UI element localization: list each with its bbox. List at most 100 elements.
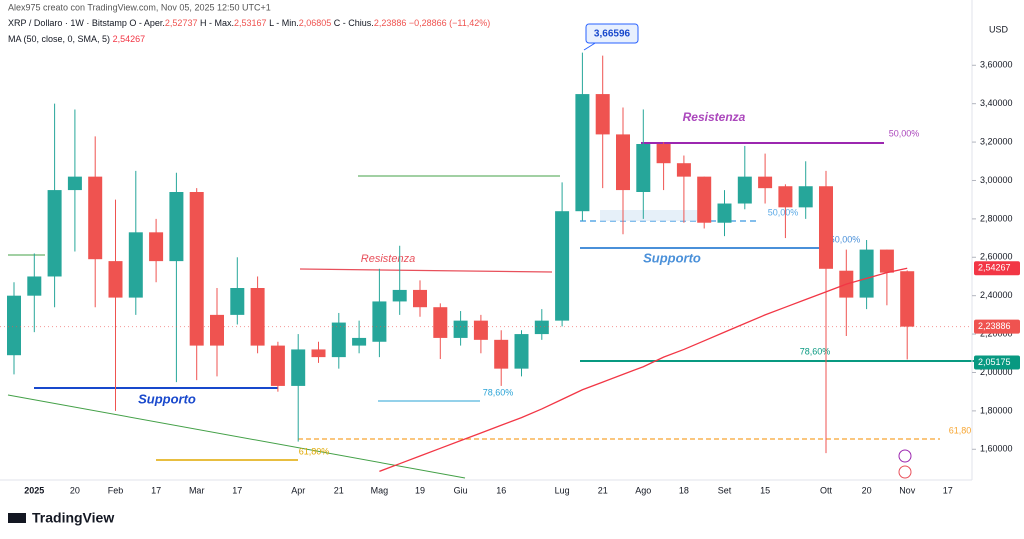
candle-body — [616, 134, 630, 191]
candle-body — [453, 320, 468, 338]
x-tick-label: 17 — [232, 485, 242, 495]
candle-body — [900, 271, 915, 327]
candle-body — [433, 307, 448, 338]
x-tick-label: Apr — [291, 485, 305, 495]
candle-body — [859, 249, 874, 298]
candle-body — [697, 176, 712, 223]
candle-body — [636, 144, 651, 192]
candle-body — [67, 176, 82, 191]
x-tick-label: Feb — [108, 485, 124, 495]
annotation: 78,60% — [483, 387, 514, 397]
x-tick-label: Giu — [454, 485, 468, 495]
annotation: 61,80 — [949, 425, 972, 435]
ohlc-legend: XRP / Dollaro · 1W · Bitstamp O - Aper.2… — [8, 18, 490, 28]
candle-body — [778, 186, 793, 208]
annotation: Resistenza — [361, 253, 415, 265]
candle-body — [514, 334, 529, 369]
candle-body — [108, 261, 123, 298]
candle-body — [169, 192, 184, 262]
candle-body — [555, 211, 570, 321]
x-tick-label: Ott — [820, 485, 833, 495]
candle-body — [473, 320, 488, 340]
candle-body — [372, 301, 387, 342]
annotation: Resistenza — [683, 110, 746, 124]
y-tick-label: 2,40000 — [980, 290, 1013, 300]
x-tick-label: 18 — [679, 485, 689, 495]
y-tick-label: 2,00000 — [980, 367, 1013, 377]
ma-line — [379, 267, 908, 472]
x-tick-label: Mag — [371, 485, 389, 495]
y-tick-label: 1,80000 — [980, 405, 1013, 415]
annotation: 50,00% — [830, 234, 861, 244]
author: Alex975 creato con TradingView.com, Nov … — [8, 2, 271, 12]
x-tick-label: 20 — [862, 485, 872, 495]
y-tick-label: 3,40000 — [980, 98, 1013, 108]
x-tick-label: 17 — [943, 485, 953, 495]
candle-body — [879, 249, 894, 273]
candle-body — [291, 349, 306, 386]
y-tick-label: 3,20000 — [980, 136, 1013, 146]
brand: TradingView — [32, 510, 114, 526]
y-tick-label: 3,00000 — [980, 175, 1013, 185]
candle-body — [413, 289, 427, 308]
x-tick-label: 17 — [151, 485, 161, 495]
candle-body — [210, 314, 224, 346]
candle-body — [758, 176, 773, 189]
y-tick-label: 2,80000 — [980, 213, 1013, 223]
y-axis-label: USD — [989, 24, 1009, 34]
y-tick-label: 1,60000 — [980, 444, 1013, 454]
candle-body — [149, 232, 164, 262]
candle-body — [717, 203, 732, 223]
x-tick-label: 16 — [496, 485, 506, 495]
candle-body — [47, 190, 62, 277]
annotation: 78,60% — [800, 346, 831, 356]
candle-body — [27, 276, 42, 296]
candle-body — [189, 192, 204, 346]
x-tick-label: Nov — [899, 485, 916, 495]
x-tick-label: Ago — [635, 485, 651, 495]
x-tick-label: Lug — [555, 485, 570, 495]
candle-body — [819, 186, 833, 269]
annotation: Supporto — [643, 250, 701, 265]
annotation: 61,80% — [299, 446, 330, 456]
x-tick-label: 2025 — [24, 485, 44, 495]
candle-body — [656, 144, 671, 164]
candle-body — [331, 322, 346, 358]
x-tick-label: Set — [718, 485, 732, 495]
price-tag-label: 2,05175 — [978, 357, 1011, 367]
candle-body — [311, 349, 326, 358]
x-tick-label: 21 — [334, 485, 344, 495]
x-tick-label: Mar — [189, 485, 205, 495]
y-tick-label: 2,60000 — [980, 252, 1013, 262]
candle-body — [494, 339, 509, 369]
x-tick-label: 21 — [598, 485, 608, 495]
candle-body — [392, 289, 407, 302]
annotation: 50,00% — [768, 207, 799, 217]
price-tag-label: 2,23886 — [978, 321, 1011, 331]
price-tag — [974, 319, 1020, 334]
candle-body — [676, 163, 691, 177]
price-tag — [974, 355, 1020, 370]
y-tick-label: 3,60000 — [980, 60, 1013, 70]
candle-body — [534, 320, 549, 335]
x-tick-label: 20 — [70, 485, 80, 495]
annotation: Supporto — [138, 391, 196, 406]
price-tag — [974, 261, 1020, 276]
candle-body — [798, 186, 813, 208]
peak-label: 3,66596 — [594, 29, 631, 40]
candle-body — [7, 295, 21, 356]
candle-body — [595, 94, 610, 135]
drawings — [0, 0, 975, 523]
candle-body — [230, 288, 245, 315]
candle-body — [88, 176, 103, 260]
candle-body — [128, 232, 143, 298]
candle-body — [575, 94, 590, 212]
annotation: 50,00% — [889, 128, 920, 138]
candle-body — [250, 288, 265, 346]
candle-body — [270, 345, 285, 386]
candle-body — [352, 337, 367, 346]
candle-body — [737, 176, 752, 204]
x-tick-label: 19 — [415, 485, 425, 495]
x-tick-label: 15 — [760, 485, 770, 495]
